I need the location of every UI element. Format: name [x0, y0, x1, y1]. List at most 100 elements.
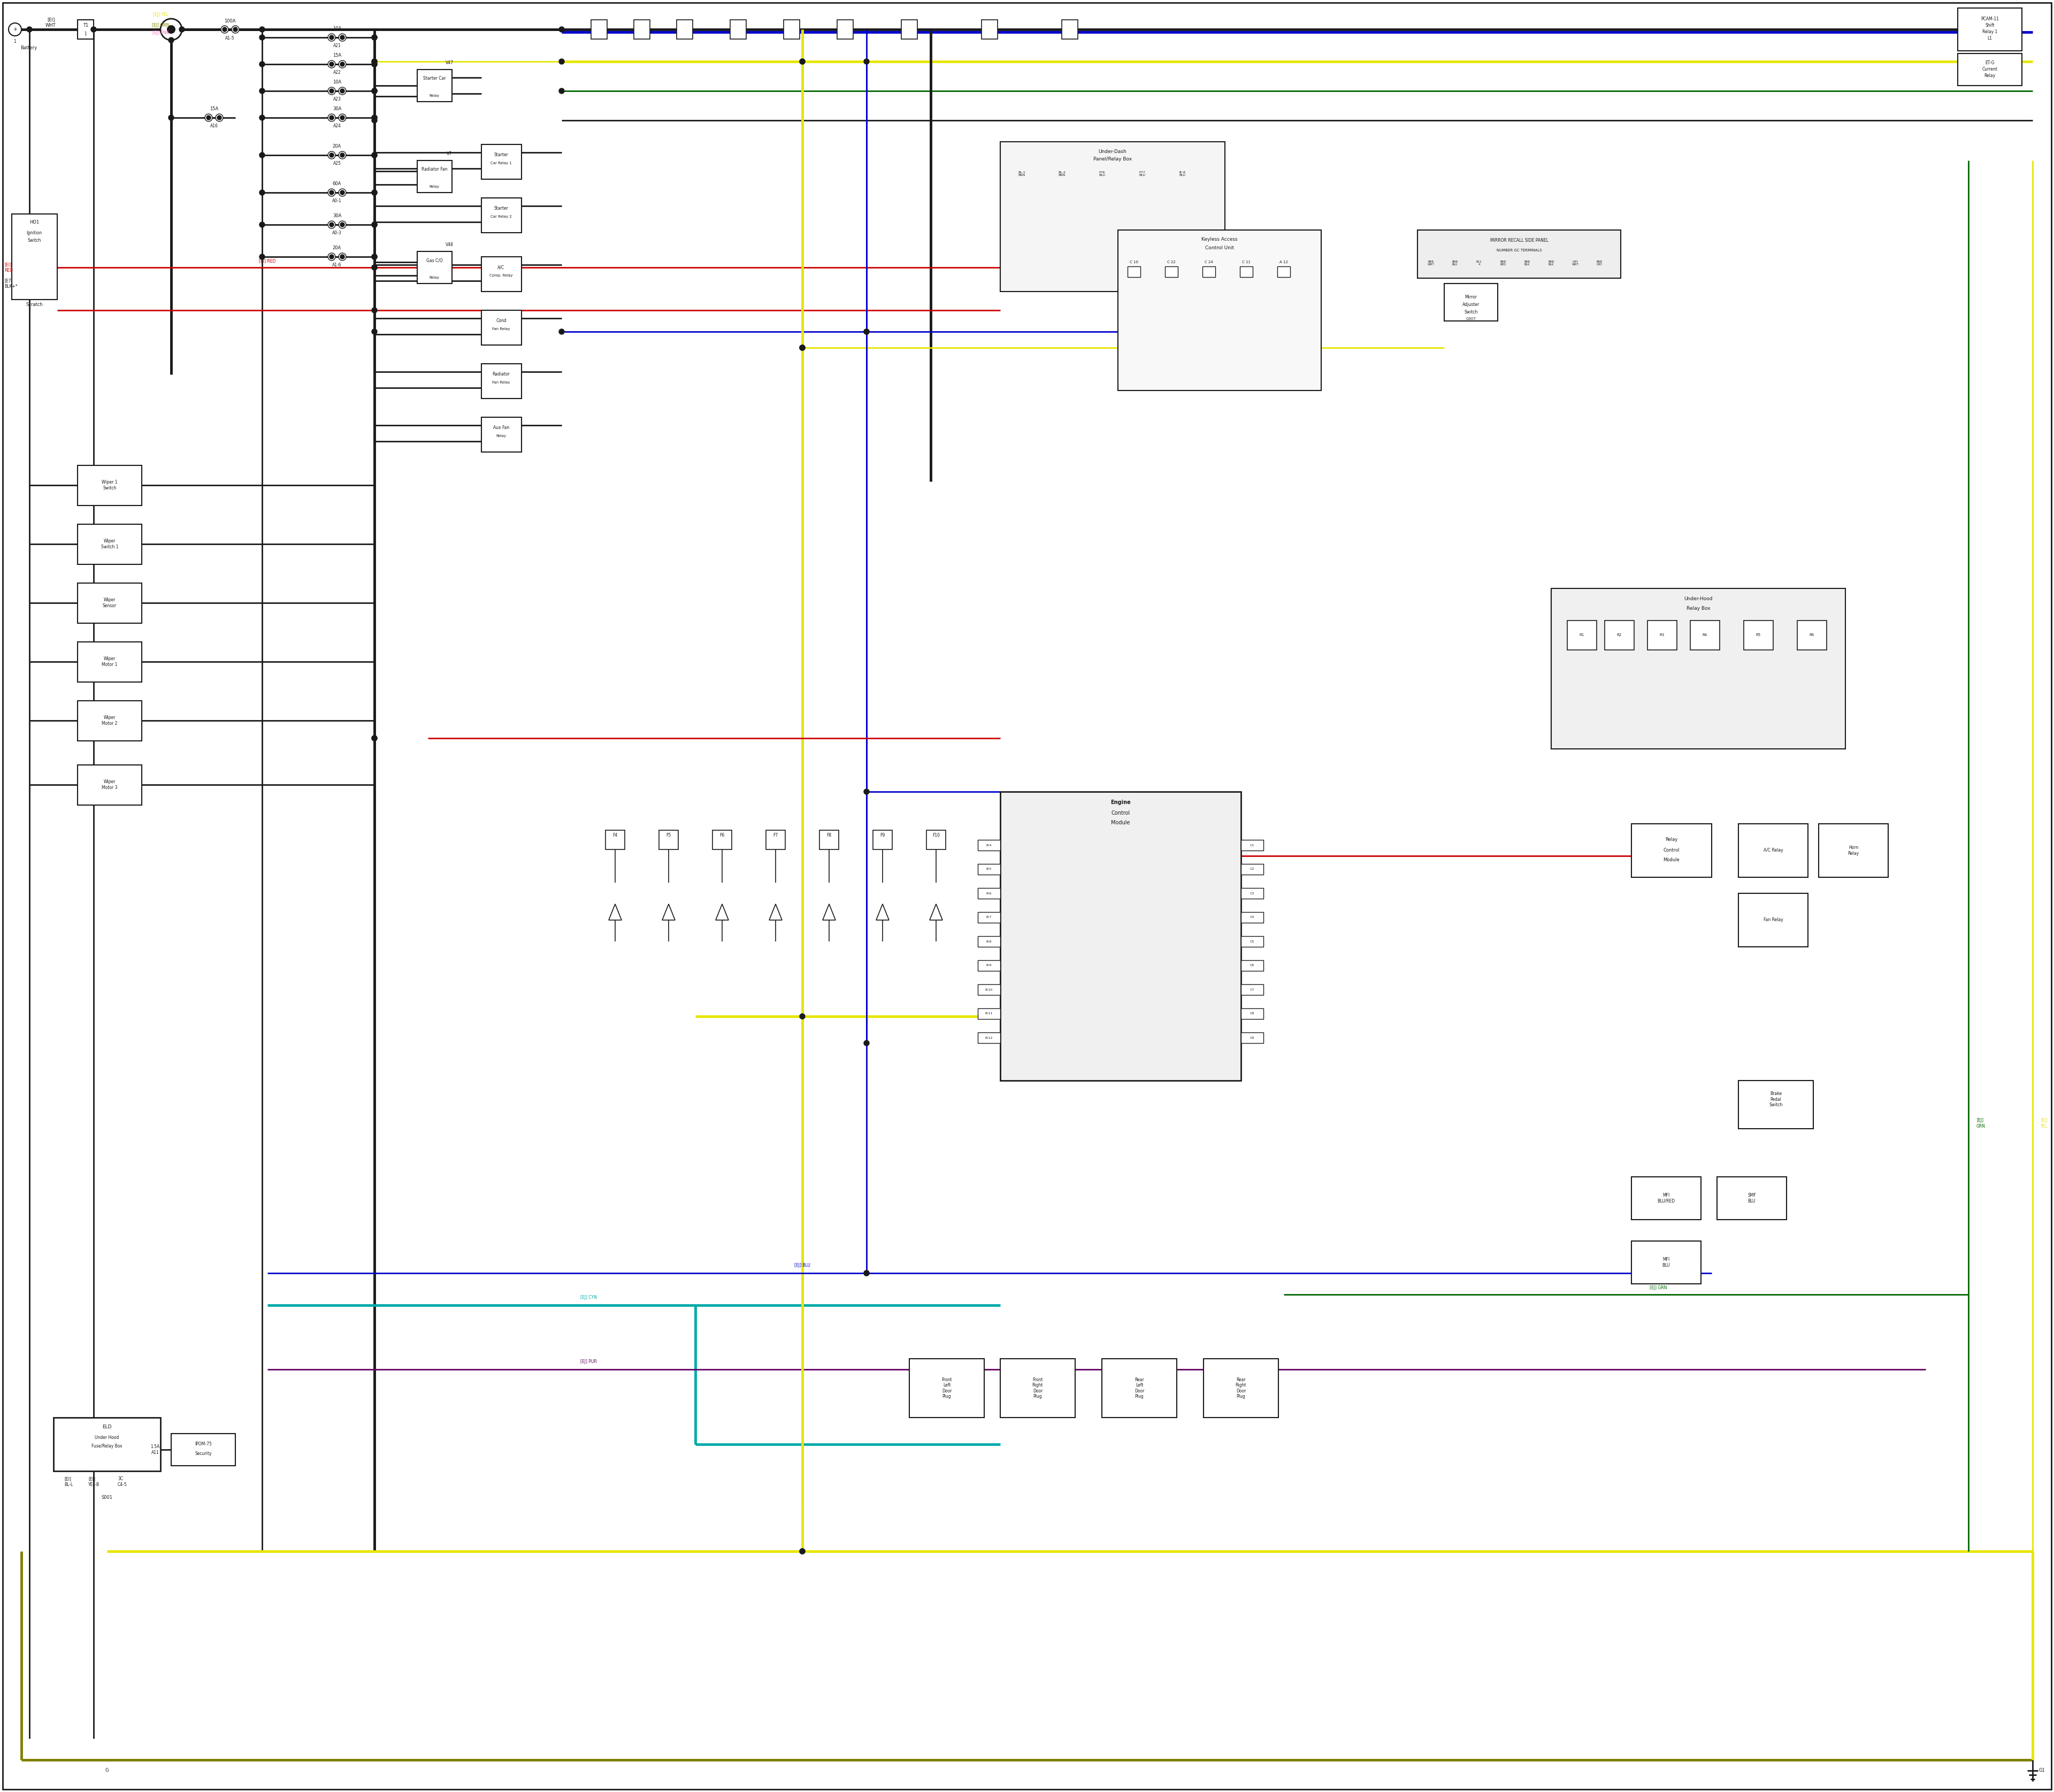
- Text: HO1: HO1: [29, 220, 39, 224]
- Circle shape: [160, 18, 183, 39]
- Circle shape: [339, 88, 345, 95]
- Text: Control: Control: [1664, 848, 1680, 853]
- Text: C3: C3: [1251, 892, 1255, 894]
- Text: Fan Relay: Fan Relay: [493, 328, 509, 330]
- Text: [EJ] YEL: [EJ] YEL: [152, 13, 168, 18]
- Circle shape: [372, 222, 378, 228]
- Bar: [1000, 1358, 1074, 1417]
- Text: Module: Module: [1111, 821, 1130, 826]
- Bar: [1202, 267, 1216, 278]
- Text: IE-8
BLU: IE-8 BLU: [1179, 170, 1185, 177]
- Bar: [910, 1358, 984, 1417]
- Circle shape: [341, 152, 345, 158]
- Circle shape: [329, 220, 335, 228]
- Text: BRB
GRY: BRB GRY: [1596, 260, 1602, 265]
- Bar: [902, 20, 918, 39]
- Circle shape: [372, 59, 378, 65]
- Bar: [78, 582, 142, 624]
- Circle shape: [329, 151, 335, 159]
- Circle shape: [372, 735, 378, 740]
- Bar: [1567, 620, 1596, 650]
- Text: Fan Relay: Fan Relay: [1762, 918, 1783, 923]
- Text: A/C: A/C: [497, 265, 505, 271]
- Bar: [1818, 824, 1888, 878]
- Bar: [820, 830, 838, 849]
- Bar: [1241, 935, 1263, 946]
- Text: Current: Current: [1982, 66, 1999, 72]
- Bar: [12, 213, 58, 299]
- Bar: [1062, 20, 1078, 39]
- Text: ELD: ELD: [103, 1425, 111, 1430]
- Text: BRB
BLU: BRB BLU: [1452, 260, 1458, 265]
- Bar: [978, 912, 1000, 923]
- Text: BRB
RED: BRB RED: [1499, 260, 1506, 265]
- Bar: [982, 20, 998, 39]
- Circle shape: [329, 34, 335, 41]
- Text: [EI] RED: [EI] RED: [259, 258, 275, 263]
- Bar: [1241, 1009, 1263, 1020]
- Circle shape: [865, 788, 869, 794]
- Text: 1.5A
A11: 1.5A A11: [150, 1444, 160, 1455]
- Circle shape: [372, 115, 378, 120]
- Circle shape: [329, 253, 335, 260]
- Text: G: G: [105, 1769, 109, 1772]
- Text: A16: A16: [210, 124, 218, 129]
- Text: B-5: B-5: [986, 867, 992, 871]
- Text: Starter: Starter: [495, 206, 509, 211]
- Circle shape: [329, 61, 335, 68]
- Bar: [1241, 984, 1263, 995]
- Circle shape: [372, 61, 378, 66]
- Text: Horn
Relay: Horn Relay: [1849, 846, 1859, 857]
- Bar: [1241, 864, 1263, 874]
- Bar: [873, 830, 891, 849]
- Text: ET-G: ET-G: [1984, 61, 1994, 66]
- Circle shape: [329, 115, 335, 122]
- Circle shape: [207, 115, 212, 120]
- Text: Relay Box: Relay Box: [1686, 606, 1711, 611]
- Text: BRB
WHT: BRB WHT: [1428, 260, 1434, 265]
- Bar: [1717, 1177, 1787, 1220]
- Text: Relay 1: Relay 1: [1982, 30, 1996, 34]
- Circle shape: [865, 1271, 869, 1276]
- Circle shape: [799, 346, 805, 351]
- Bar: [1000, 792, 1241, 1081]
- Circle shape: [372, 254, 378, 260]
- Text: A22: A22: [333, 70, 341, 75]
- Circle shape: [259, 152, 265, 158]
- Bar: [978, 935, 1000, 946]
- Text: Front
Right
Door
Plug: Front Right Door Plug: [1033, 1378, 1043, 1400]
- Bar: [1738, 1081, 1814, 1129]
- Bar: [78, 525, 142, 564]
- Text: R4: R4: [1703, 633, 1707, 636]
- Text: B-6: B-6: [986, 892, 992, 894]
- Bar: [1957, 7, 2021, 50]
- Bar: [481, 364, 522, 398]
- Text: Cond: Cond: [495, 319, 507, 323]
- Bar: [635, 20, 649, 39]
- Circle shape: [329, 190, 333, 195]
- Text: [EI]
YEL-B: [EI] YEL-B: [88, 1477, 99, 1487]
- Text: V47: V47: [446, 61, 454, 66]
- Circle shape: [259, 190, 265, 195]
- Bar: [78, 20, 94, 39]
- Bar: [1241, 961, 1263, 971]
- Text: 3C
C4-5: 3C C4-5: [117, 1477, 127, 1487]
- Circle shape: [372, 118, 378, 124]
- Circle shape: [372, 152, 378, 158]
- Circle shape: [27, 27, 33, 32]
- Circle shape: [339, 151, 345, 159]
- Circle shape: [329, 115, 333, 120]
- Text: Panel/Relay Box: Panel/Relay Box: [1093, 158, 1132, 161]
- Text: Under-Hood: Under-Hood: [1684, 597, 1713, 602]
- Bar: [1241, 840, 1263, 851]
- Circle shape: [341, 90, 345, 93]
- Circle shape: [329, 152, 333, 158]
- Text: B-4: B-4: [986, 844, 992, 846]
- Circle shape: [166, 25, 175, 34]
- Circle shape: [232, 25, 238, 34]
- Bar: [1241, 1032, 1263, 1043]
- Text: Control Unit: Control Unit: [1206, 246, 1234, 251]
- Bar: [417, 251, 452, 283]
- Circle shape: [799, 59, 805, 65]
- Bar: [1241, 912, 1263, 923]
